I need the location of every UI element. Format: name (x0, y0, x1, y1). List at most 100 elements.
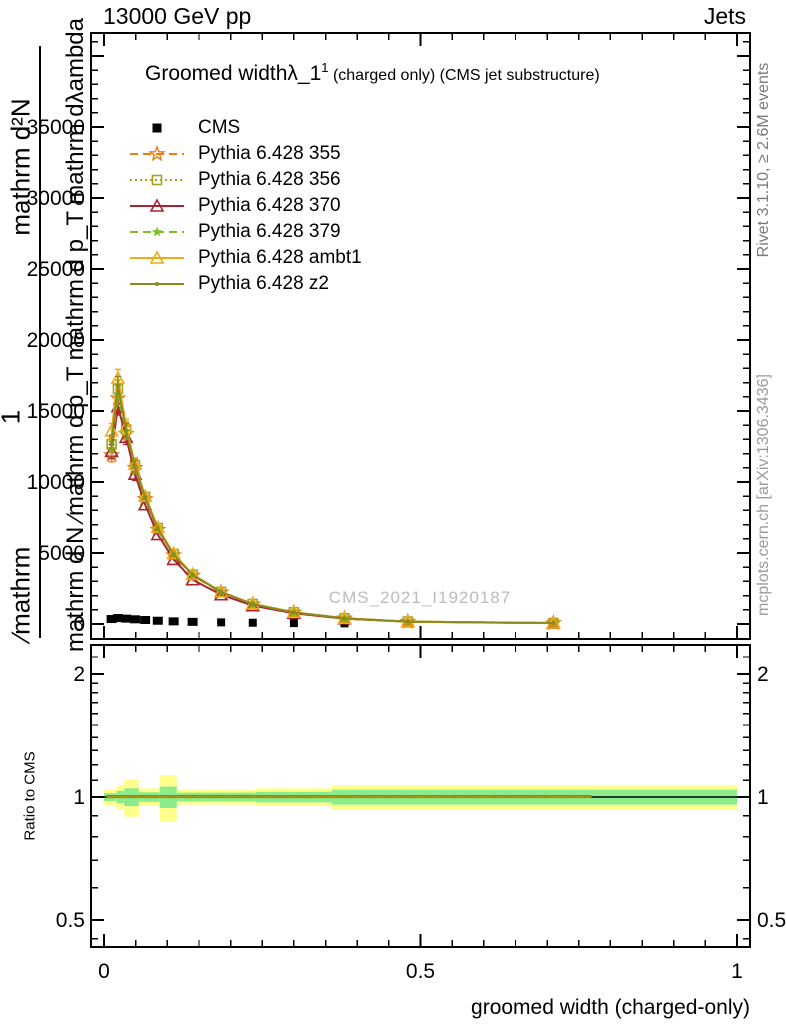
legend-marker-glyph (148, 144, 166, 162)
ratio-y-tick-label: 1 (73, 786, 85, 809)
watermark: CMS_2021_I1920187 (328, 588, 512, 607)
series-marker-pythia-z2 (342, 616, 347, 621)
legend-item-pythia-356: Pythia 6.428 356 (128, 167, 362, 193)
cms-data-point (121, 614, 132, 623)
series-marker-pythia-ambt1 (185, 566, 200, 581)
ratio-lines (104, 795, 737, 799)
y-tick-label: 30000 (27, 187, 85, 210)
header-beam-energy: 13000 GeV pp (103, 3, 252, 29)
legend-marker-glyph (155, 282, 159, 286)
cms-data-point (168, 617, 179, 626)
legend-item-pythia-355: Pythia 6.428 355 (128, 141, 362, 167)
series-marker-pythia-z2 (250, 602, 255, 607)
series-marker-pythia-z2 (219, 590, 224, 595)
legend-item-pythia-z2: Pythia 6.428 z2 (128, 271, 362, 297)
series-marker-pythia-370 (104, 443, 119, 458)
cms-data-point (217, 618, 226, 627)
legend-label-cms: CMS (198, 117, 241, 138)
series-marker-pythia-ambt1 (137, 488, 153, 503)
ratio-uncertainty-band (104, 775, 737, 822)
legend-item-pythia-379: Pythia 6.428 379 (128, 219, 362, 245)
main-y-ticks: 0 5000 10000 15000 20000 25000 30000 35000 (27, 41, 750, 636)
series-marker-pythia-ambt1 (166, 545, 181, 560)
plot-title-suffix: (charged only) (CMS jet substructure) (328, 67, 600, 84)
y-axis-title-denominator: ∕mathrm (5, 546, 36, 640)
y-tick-label: 5000 (38, 542, 85, 565)
legend-marker-glyph (152, 123, 162, 133)
legend-item-pythia-370: Pythia 6.428 370 (128, 193, 362, 219)
x-tick-label: 0 (98, 960, 110, 983)
series-line-pythia-ambt1 (110, 378, 554, 624)
legend-item-cms: CMS (128, 115, 362, 141)
series-marker-pythia-z2 (143, 495, 148, 500)
series-marker-pythia-z2 (133, 464, 138, 469)
series-pythia-z2 (108, 375, 556, 626)
legend-marker-pythia-356 (130, 174, 184, 186)
legend-label-pythia-356: Pythia 6.428 356 (198, 169, 341, 190)
legend-item-pythia-ambt1: Pythia 6.428 ambt1 (128, 245, 362, 271)
ratio-y-tick-label: 2 (73, 663, 85, 686)
y-tick-label: 35000 (27, 116, 85, 139)
legend-marker-cms (152, 123, 162, 133)
legend-label-pythia-355: Pythia 6.428 355 (198, 143, 341, 164)
legend-marker-glyph (149, 198, 165, 212)
mcplots-reference-text: mcplots.cern.ch [arXiv:1306.3436] (755, 374, 772, 616)
legend-marker-glyph (151, 174, 163, 186)
y-axis-title-inner: mathrm d N ∕mathrm d p_T mathrm d p_T ma… (62, 18, 89, 652)
y-axis-title-numerator: mathrm d²N (5, 98, 36, 236)
series-marker-pythia-z2 (109, 440, 114, 445)
legend-marker-pythia-370 (130, 198, 184, 212)
cms-data-point (248, 618, 257, 627)
x-axis-title: groomed width (charged-only) (471, 996, 750, 1019)
series-line-pythia-z2 (110, 385, 554, 624)
y-axis-fraction-bar (39, 46, 41, 638)
series-marker-pythia-z2 (115, 383, 120, 388)
ratio-y-tick-label: 0.5 (56, 909, 85, 932)
cms-data-point (112, 614, 123, 623)
legend-label-pythia-370: Pythia 6.428 370 (198, 195, 341, 216)
ratio-y-tick-label: 1 (757, 786, 769, 809)
cms-data-point (130, 615, 141, 624)
series-marker-pythia-z2 (155, 526, 160, 531)
plot-title-symbol: λ_1 (287, 62, 322, 85)
header-analysis-group: Jets (703, 3, 746, 29)
series-marker-pythia-z2 (551, 621, 556, 626)
series-marker-pythia-z2 (190, 573, 195, 578)
series-marker-pythia-z2 (171, 552, 176, 557)
ratio-axis-label: Ratio to CMS (21, 751, 39, 841)
ratio-y-tick-label: 2 (757, 663, 769, 686)
legend-marker-glyph (151, 226, 163, 237)
series-marker-pythia-z2 (405, 619, 410, 624)
legend-marker-pythia-379 (130, 226, 184, 237)
y-axis-title-one: 1 (0, 410, 27, 424)
y-tick-label: 0 (73, 613, 85, 636)
legend-marker-pythia-ambt1 (130, 250, 184, 264)
y-tick-label: 15000 (27, 400, 85, 423)
ratio-y-tick-label: 0.5 (757, 909, 786, 932)
legend-marker-pythia-355 (130, 144, 184, 162)
rivet-version-text: Rivet 3.1.10, ≥ 2.6M events (755, 62, 772, 258)
cms-data-point (289, 619, 298, 628)
series-marker-pythia-z2 (291, 610, 296, 615)
y-tick-label: 10000 (27, 471, 85, 494)
legend-label-pythia-z2: Pythia 6.428 z2 (198, 273, 329, 294)
series-marker-pythia-ambt1 (150, 519, 166, 534)
legend: CMS Pythia 6.428 355 Pythia 6.428 356 Pythi… (128, 115, 362, 297)
plot-title-text: Groomed width (145, 62, 288, 85)
series-marker-pythia-z2 (124, 428, 129, 433)
plot-title-superscript: 1 (321, 60, 329, 75)
ratio-y-ticks: 0.5 0.5 1 1 2 2 (56, 656, 786, 940)
legend-label-pythia-379: Pythia 6.428 379 (198, 221, 341, 242)
cms-data-point (152, 616, 163, 625)
x-tick-label: 1 (731, 960, 743, 983)
x-ticks: 0 0.5 1 (98, 33, 743, 983)
plot-title: Groomed widthλ_11 (charged only) (CMS je… (145, 60, 600, 86)
cms-data-point (187, 617, 198, 626)
legend-marker-pythia-z2 (130, 282, 184, 286)
y-tick-label: 20000 (27, 329, 85, 352)
y-tick-label: 25000 (27, 258, 85, 281)
cms-data-point (106, 615, 117, 624)
x-tick-label: 0.5 (406, 960, 435, 983)
